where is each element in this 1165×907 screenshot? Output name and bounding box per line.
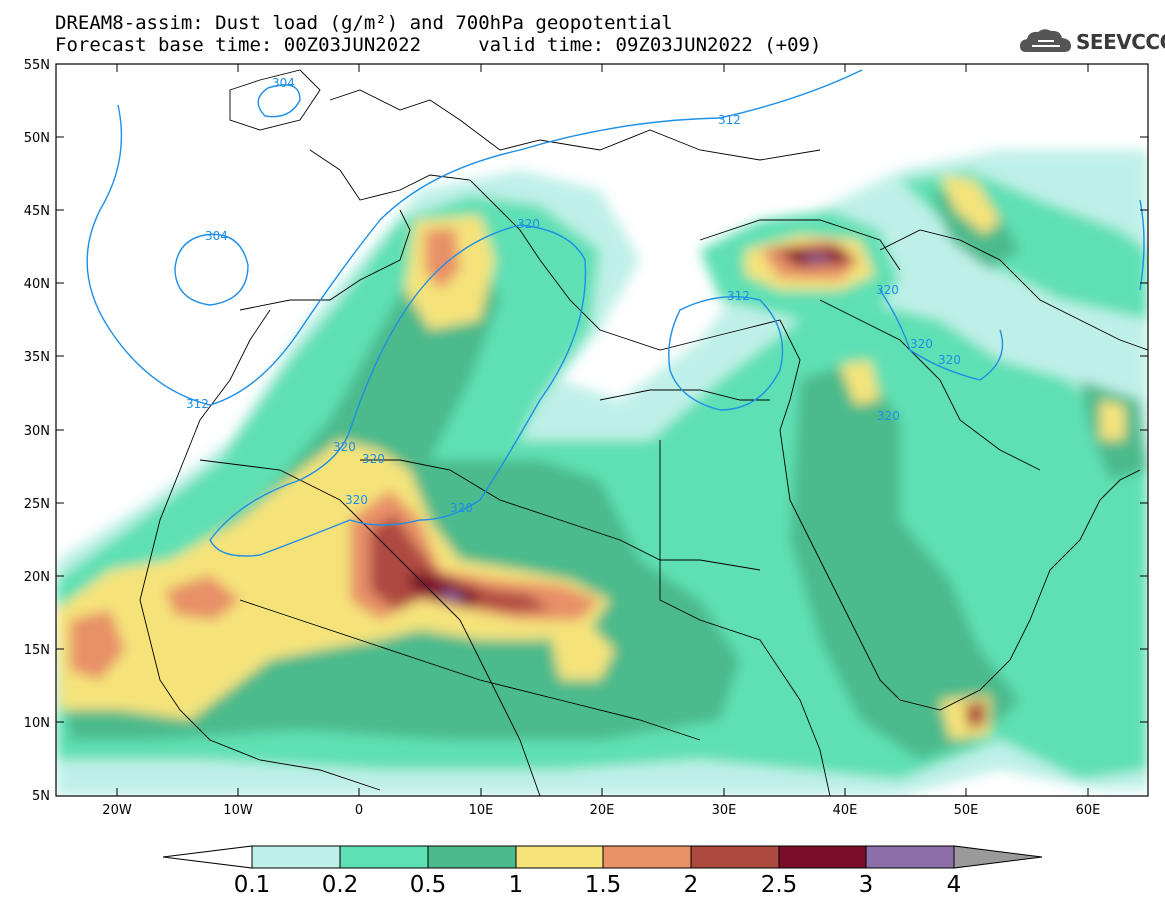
colorbar-segment — [427, 845, 517, 869]
colorbar-segment — [602, 845, 692, 869]
contour-label: 304 — [205, 229, 228, 243]
lat-label: 40N — [24, 277, 50, 292]
contour-label: 320 — [345, 493, 368, 507]
colorbar-tick: 2.5 — [761, 872, 798, 898]
lon-label: 30E — [712, 803, 737, 818]
lat-label: 5N — [32, 789, 50, 804]
lat-label: 45N — [24, 204, 50, 219]
colorbar-low-arrow — [162, 845, 253, 869]
contour-label: 320 — [876, 283, 899, 297]
lon-label: 50E — [954, 803, 979, 818]
longitude-axis: 20W 10W 0 10E 20E 30E 40E 50E 60E — [102, 64, 1100, 818]
contour-label: 312 — [727, 289, 750, 303]
lon-label: 60E — [1076, 803, 1101, 818]
colorbar-tick: 0.2 — [322, 872, 359, 898]
dust-field — [56, 64, 1148, 796]
lon-label: 10E — [469, 803, 494, 818]
contour-label: 304 — [272, 76, 295, 90]
contour-label: 320 — [450, 501, 473, 515]
contour-label: 320 — [910, 337, 933, 351]
contour-label: 320 — [362, 452, 385, 466]
logo-text: SEEVCCC — [1076, 30, 1165, 54]
colorbar-segment — [515, 845, 604, 869]
latitude-axis: 55N 50N 45N 40N 35N 30N 25N 20N 15N 10N … — [24, 58, 1148, 804]
colorbar-segment — [339, 845, 429, 869]
map-title: DREAM8-assim: Dust load (g/m²) and 700hP… — [55, 12, 673, 34]
lon-label: 0 — [355, 803, 363, 818]
lat-label: 50N — [24, 131, 50, 146]
colorbar-tick: 0.1 — [234, 872, 271, 898]
contour-label: 320 — [938, 353, 961, 367]
contour-label: 320 — [333, 440, 356, 454]
contour-label: 320 — [517, 217, 540, 231]
colorbar-segment — [778, 845, 867, 869]
cloud-icon — [1020, 29, 1071, 52]
forecast-time-subtitle: Forecast base time: 00Z03JUN2022 valid t… — [55, 34, 822, 56]
lat-label: 25N — [24, 497, 50, 512]
lon-label: 20E — [590, 803, 615, 818]
lat-label: 10N — [24, 716, 50, 731]
colorbar-tick: 1 — [509, 872, 524, 898]
seevccc-logo: SEEVCCC — [1018, 26, 1165, 58]
contour-label: 320 — [877, 409, 900, 423]
colorbar-tick: 3 — [859, 872, 874, 898]
contour-label: 312 — [718, 113, 741, 127]
lon-label: 40E — [833, 803, 858, 818]
lat-label: 15N — [24, 643, 50, 658]
colorbar-tick: 0.5 — [410, 872, 447, 898]
colorbar-segment — [865, 845, 955, 869]
lon-label: 10W — [223, 803, 253, 818]
colorbar-segment — [690, 845, 780, 869]
colorbar-tick: 1.5 — [585, 872, 622, 898]
contour-label: 312 — [186, 397, 209, 411]
geopotential-contours — [86, 69, 1145, 557]
lat-label: 20N — [24, 570, 50, 585]
colorbar-high-arrow — [953, 845, 1043, 869]
lat-label: 30N — [24, 424, 50, 439]
contour-labels: 304 304 312 312 312 320 320 320 320 320 … — [186, 76, 961, 515]
colorbar-segment — [251, 845, 341, 869]
lat-label: 35N — [24, 350, 50, 365]
lon-label: 20W — [102, 803, 132, 818]
colorbar: 0.1 0.2 0.5 1 1.5 2 2.5 3 4 — [162, 845, 1043, 898]
lat-label: 55N — [24, 58, 50, 73]
colorbar-tick: 4 — [947, 872, 962, 898]
coastlines — [139, 69, 1148, 796]
colorbar-tick: 2 — [684, 872, 699, 898]
